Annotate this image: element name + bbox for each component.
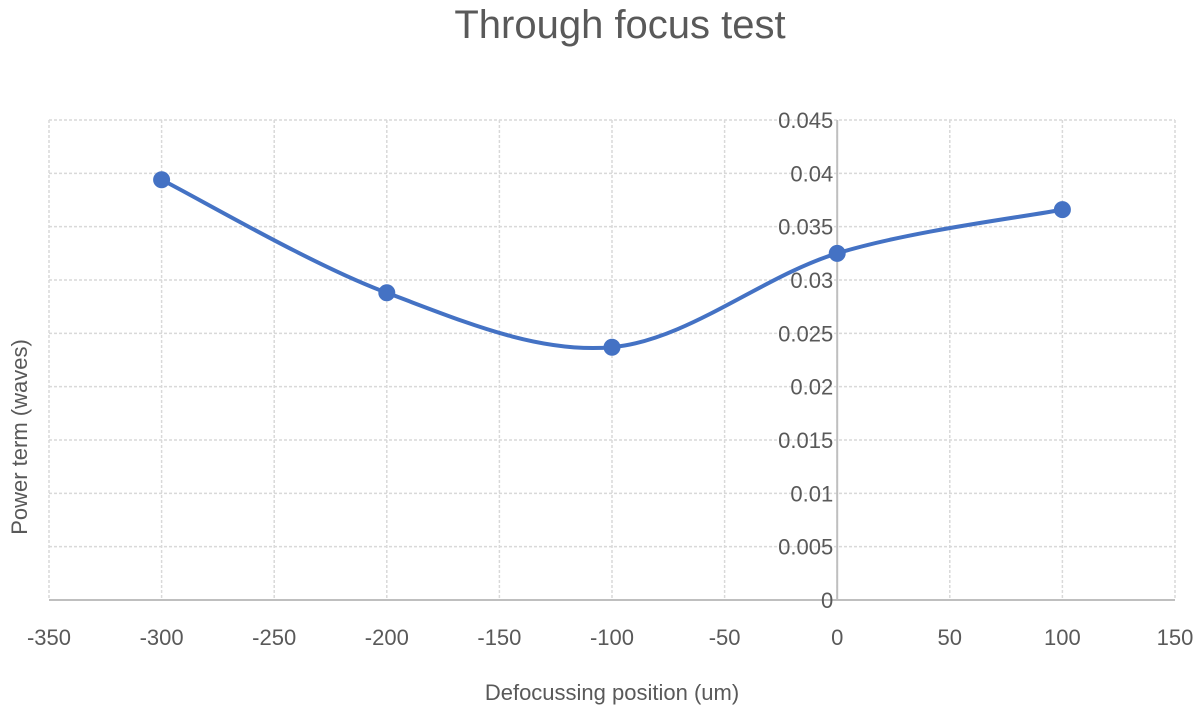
x-tick-label: -350 [27,625,71,650]
data-point [378,284,396,302]
y-tick-label: 0.015 [778,428,833,453]
gridlines [48,119,1176,601]
y-tick-label: 0.005 [778,535,833,560]
y-tick-label: 0.025 [778,321,833,346]
y-tick-label: 0 [821,588,833,613]
y-tick-label: 0.035 [778,215,833,240]
x-tick-label: -150 [477,625,521,650]
series-line-group [153,171,1071,356]
x-tick-label: -300 [140,625,184,650]
axes [49,120,1175,601]
y-tick-label: 0.04 [790,161,833,186]
x-axis-title: Defocussing position (um) [485,680,739,705]
x-tick-label: 100 [1044,625,1081,650]
x-tick-label: 50 [938,625,962,650]
y-tick-label: 0.02 [790,375,833,400]
chart-title: Through focus test [454,3,785,47]
x-tick-label: -200 [365,625,409,650]
data-point [1053,201,1071,219]
y-tick-label: 0.045 [778,108,833,133]
x-tick-label: -50 [709,625,741,650]
x-tick-label: 150 [1157,625,1194,650]
x-tick-label: -100 [590,625,634,650]
x-tick-label: 0 [831,625,843,650]
y-tick-label: 0.01 [790,481,833,506]
y-tick-labels: 0 0.005 0.01 0.015 0.02 0.025 0.03 0.035 0.04 0.0… [778,108,833,613]
data-point [828,244,846,262]
data-point [603,338,621,356]
data-point [153,171,171,189]
y-axis-title: Power term (waves) [7,339,32,535]
x-tick-labels: -350 -300 -250 -200 -150 -100 -50 0 50 100 150 [27,625,1193,650]
x-tick-label: -250 [252,625,296,650]
y-tick-label: 0.03 [790,268,833,293]
